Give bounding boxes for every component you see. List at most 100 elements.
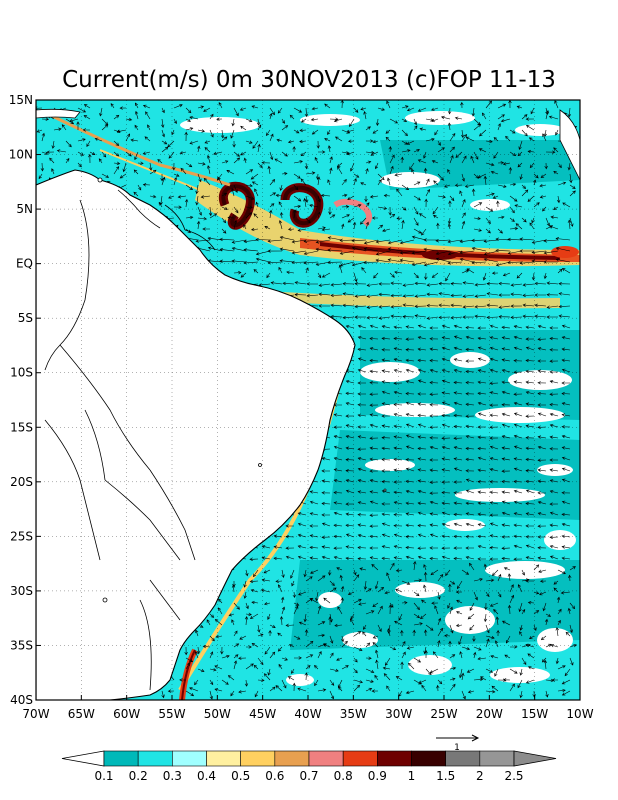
current-arrow	[432, 651, 439, 659]
current-arrow	[405, 380, 415, 384]
current-arrow	[558, 314, 571, 318]
current-arrow	[521, 189, 529, 197]
current-arrow	[456, 580, 463, 590]
current-arrow	[420, 599, 427, 604]
current-arrow	[413, 560, 417, 571]
current-arrow	[317, 605, 322, 615]
current-arrow	[401, 206, 407, 211]
current-arrow	[549, 555, 559, 560]
current-arrow	[250, 173, 259, 180]
current-arrow	[441, 324, 451, 329]
current-arrow	[393, 501, 403, 505]
current-arrow	[197, 105, 205, 109]
current-arrow	[291, 668, 295, 674]
current-arrow	[345, 424, 355, 428]
current-arrow	[509, 129, 516, 134]
current-arrow	[349, 618, 355, 626]
current-arrow	[503, 567, 511, 571]
current-arrow	[400, 156, 404, 164]
current-arrow	[429, 458, 438, 462]
current-arrow	[281, 679, 287, 689]
current-arrow	[489, 557, 499, 561]
current-arrow	[454, 116, 463, 120]
current-arrow	[243, 224, 247, 230]
current-arrow	[549, 435, 559, 439]
current-arrow	[569, 190, 576, 197]
current-arrow	[561, 690, 571, 696]
current-arrow	[366, 294, 379, 298]
current-arrow	[41, 132, 45, 142]
current-arrow	[381, 502, 391, 506]
current-arrow	[381, 402, 391, 406]
current-arrow	[447, 261, 463, 265]
current-arrow	[61, 124, 67, 131]
current-arrow	[406, 140, 415, 145]
current-arrow	[378, 292, 391, 297]
current-arrow	[495, 248, 511, 253]
current-arrow	[423, 247, 439, 252]
current-arrow	[549, 502, 559, 506]
current-arrow	[465, 556, 475, 560]
current-arrow	[461, 569, 470, 575]
current-arrow	[387, 177, 391, 186]
current-arrow	[477, 501, 487, 505]
current-arrow	[377, 107, 385, 111]
current-arrow	[530, 107, 535, 115]
current-arrow	[554, 100, 559, 109]
current-arrow	[197, 668, 205, 673]
current-arrow	[474, 294, 487, 298]
current-arrow	[453, 436, 463, 440]
current-arrow	[448, 583, 452, 593]
current-arrow	[539, 183, 547, 188]
current-arrow	[369, 195, 379, 199]
current-arrow	[305, 654, 314, 659]
current-arrow	[450, 303, 463, 307]
current-arrow	[543, 250, 559, 255]
current-arrow	[327, 260, 343, 265]
current-arrow	[365, 679, 374, 683]
current-arrow	[477, 401, 487, 406]
current-arrow	[347, 591, 355, 596]
current-arrow	[420, 613, 427, 620]
country-borders	[44, 189, 216, 691]
current-arrow	[561, 434, 571, 439]
current-arrow	[264, 646, 271, 655]
current-arrow	[389, 213, 396, 219]
current-arrow	[387, 239, 403, 245]
current-arrow	[375, 258, 391, 263]
current-arrow	[269, 107, 275, 116]
current-arrow	[533, 202, 540, 208]
current-arrow	[527, 666, 535, 670]
current-arrow	[401, 651, 406, 659]
current-arrow	[46, 150, 55, 154]
current-arrow	[200, 195, 211, 199]
current-arrow	[245, 612, 252, 617]
current-arrow	[357, 557, 367, 561]
current-arrow	[369, 423, 379, 428]
current-arrow	[453, 501, 463, 505]
current-arrow	[519, 173, 523, 180]
current-arrow	[294, 292, 307, 297]
current-arrow	[467, 690, 475, 694]
current-arrow	[359, 567, 367, 571]
current-arrow	[218, 598, 223, 604]
current-arrow	[36, 129, 43, 133]
current-arrow	[429, 491, 439, 495]
current-arrow	[377, 224, 384, 230]
current-arrow	[345, 512, 355, 516]
current-arrow	[405, 690, 415, 695]
y-tick-label: 10N	[9, 148, 33, 162]
current-arrow	[429, 358, 439, 363]
current-arrow	[425, 188, 430, 197]
current-arrow	[497, 215, 505, 220]
equatorial-current-band	[195, 180, 580, 309]
current-arrow	[465, 489, 475, 494]
current-arrow	[157, 159, 163, 164]
current-arrow	[345, 402, 355, 406]
current-arrow	[291, 239, 307, 244]
current-arrow	[561, 324, 571, 329]
figure-title: Current(m/s) 0m 30NOV2013 (c)FOP 11-13	[62, 67, 556, 93]
current-arrow	[257, 624, 261, 633]
current-arrow	[429, 445, 439, 450]
current-arrow	[453, 380, 463, 385]
